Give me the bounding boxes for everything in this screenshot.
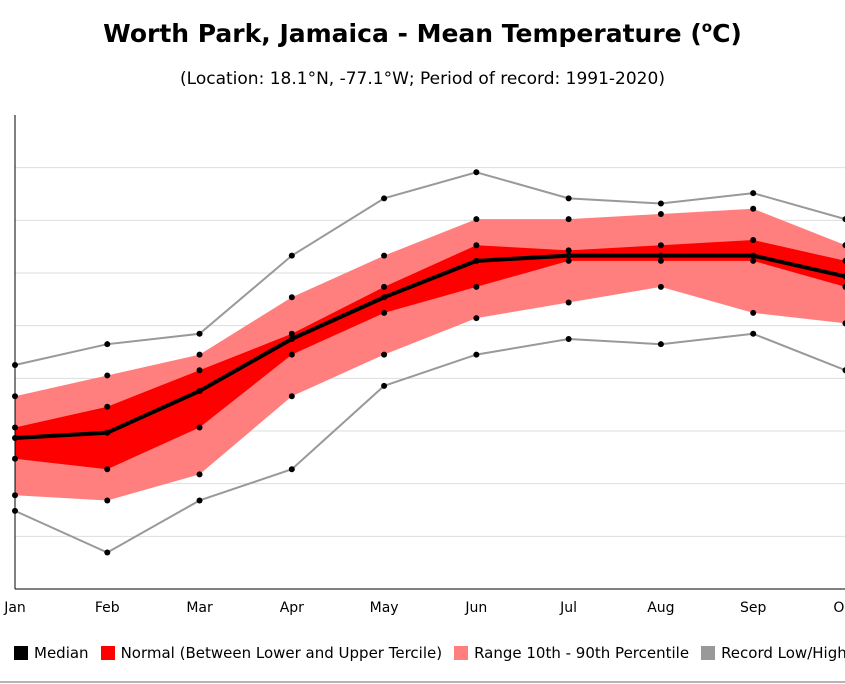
upper-tercile-point: [842, 257, 845, 264]
legend-swatch-median: [14, 646, 28, 660]
record-high-point: [288, 252, 295, 259]
90th-percentile-point: [842, 242, 845, 249]
90th-percentile-point: [565, 216, 572, 223]
upper-tercile-point: [473, 242, 480, 249]
10th-percentile-point: [750, 309, 757, 316]
x-tick-label: Apr: [280, 600, 304, 616]
10th-percentile-point: [565, 299, 572, 306]
lower-tercile-point: [657, 257, 664, 264]
lower-tercile-point: [288, 351, 295, 358]
lower-tercile-point: [104, 466, 111, 473]
90th-percentile-point: [381, 252, 388, 259]
lower-tercile-point: [842, 283, 845, 290]
legend-item-normal: Normal (Between Lower and Upper Tercile): [100, 644, 443, 662]
median-line: [14, 253, 845, 440]
median-point: [750, 252, 757, 259]
x-tick-label: Jan: [3, 600, 26, 616]
axes: [14, 115, 845, 590]
x-tick-label: Sep: [740, 600, 767, 616]
x-tick-label: Aug: [647, 600, 674, 616]
legend-label-range: Range 10th - 90th Percentile: [474, 644, 690, 662]
range-10-90-band: [15, 208, 845, 501]
upper-tercile-point: [288, 330, 295, 337]
90th-percentile-point: [104, 372, 111, 379]
median-point: [657, 252, 664, 259]
chart-title: Worth Park, Jamaica - Mean Temperature (…: [103, 18, 742, 48]
record-high-point: [473, 169, 480, 176]
legend-label-normal: Normal (Between Lower and Upper Tercile): [120, 644, 443, 662]
record-low-line: [14, 332, 845, 554]
record-low-point: [473, 351, 480, 358]
record-high-point: [104, 341, 111, 348]
median-point: [473, 257, 480, 264]
median-point: [196, 388, 203, 395]
upper-tercile-point: [657, 242, 664, 249]
median-point: [565, 252, 572, 259]
x-tick-label: Feb: [95, 600, 120, 616]
10th-percentile-point: [473, 315, 480, 322]
record-high-line: [14, 171, 845, 366]
record-high-point: [196, 330, 203, 337]
record-low-point: [196, 497, 203, 504]
legend-label-record: Record Low/High: [721, 644, 845, 662]
x-tick-label: Jul: [559, 600, 577, 616]
percentile-bands: [15, 208, 845, 501]
upper-tercile-point: [104, 403, 111, 410]
record-low-point: [657, 341, 664, 348]
x-tick-label: Oct: [833, 600, 845, 616]
series-lines: [14, 171, 845, 554]
record-high-point: [657, 200, 664, 207]
record-low-point: [288, 466, 295, 473]
x-tick-label: Jun: [464, 600, 487, 616]
record-low-point: [381, 382, 388, 389]
upper-tercile-point: [196, 367, 203, 374]
x-tick-labels: JanFebMarAprMayJunJulAugSepOctNovDec: [3, 600, 845, 616]
normal-tercile-band: [15, 240, 845, 470]
record-high-point: [750, 190, 757, 197]
legend-swatch-record: [701, 646, 716, 660]
median-point: [842, 273, 845, 280]
chart-subtitle: (Location: 18.1°N, -77.1°W; Period of re…: [180, 69, 665, 89]
lower-tercile-point: [473, 283, 480, 290]
90th-percentile-point: [288, 294, 295, 301]
upper-tercile-point: [381, 283, 388, 290]
90th-percentile-point: [750, 205, 757, 212]
x-tick-label: Mar: [186, 600, 213, 616]
median-point: [381, 294, 388, 301]
legend-item-range: Range 10th - 90th Percentile: [454, 644, 689, 662]
lower-tercile-point: [750, 257, 757, 264]
10th-percentile-point: [842, 320, 845, 327]
record-low-point: [565, 335, 572, 342]
bottom-divider: [0, 681, 845, 683]
10th-percentile-point: [381, 351, 388, 358]
90th-percentile-point: [473, 216, 480, 223]
lower-tercile-point: [196, 424, 203, 431]
upper-tercile-point: [565, 247, 572, 254]
10th-percentile-point: [196, 471, 203, 478]
record-low-point: [104, 549, 111, 556]
lower-tercile-point: [381, 309, 388, 316]
record-low-point: [842, 367, 845, 374]
10th-percentile-point: [288, 393, 295, 400]
10th-percentile-point: [657, 283, 664, 290]
median-point: [104, 429, 111, 436]
record-high-point: [565, 195, 572, 202]
x-tick-label: May: [370, 600, 399, 616]
legend-item-median: Median: [14, 644, 89, 662]
legend-swatch-normal: [100, 646, 115, 660]
90th-percentile-point: [196, 351, 203, 358]
record-high-point: [842, 216, 845, 223]
record-low-point: [750, 330, 757, 337]
legend-label-median: Median: [34, 644, 89, 662]
90th-percentile-point: [657, 210, 664, 217]
upper-tercile-point: [750, 237, 757, 244]
10th-percentile-point: [104, 497, 111, 504]
median-point: [288, 335, 295, 342]
legend-item-record: Record Low/High: [701, 644, 845, 662]
legend: Median Normal (Between Lower and Upper T…: [14, 642, 845, 664]
legend-swatch-range: [454, 646, 469, 660]
record-high-point: [381, 195, 388, 202]
lower-tercile-point: [565, 257, 572, 264]
